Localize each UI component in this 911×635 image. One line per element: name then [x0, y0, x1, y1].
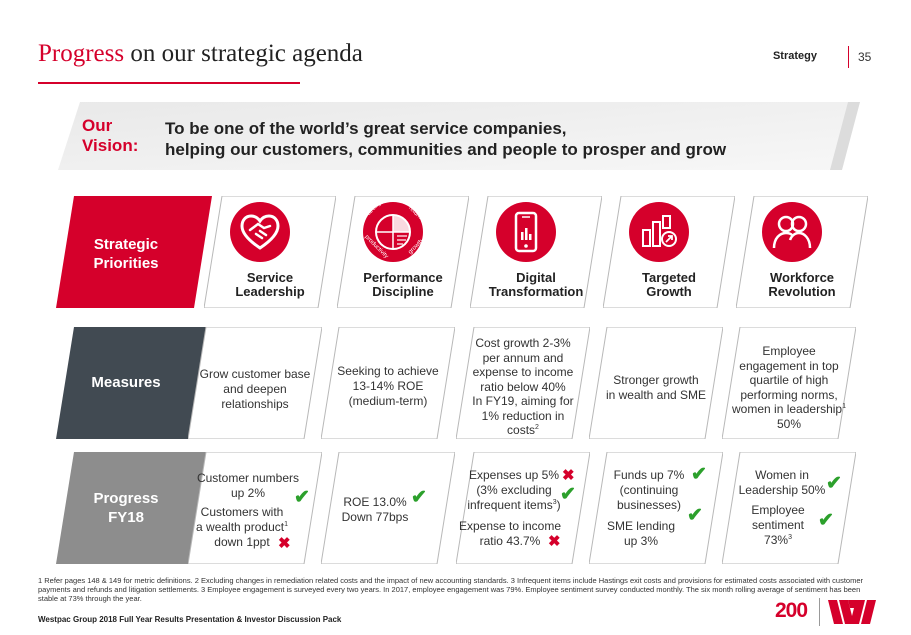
progress-label: Progress FY18 — [66, 489, 186, 527]
priority-card-performance: strength return productivity growth Perf… — [337, 196, 469, 308]
logo-separator — [819, 598, 820, 626]
westpac-logo-icon — [828, 600, 876, 624]
vision-banner: Our Vision: To be one of the world’s gre… — [58, 102, 860, 170]
page-separator — [848, 46, 849, 68]
measures-label-shape — [56, 327, 212, 439]
measure-text: Cost growth 2-3% per annum and expense t… — [472, 336, 574, 437]
tick-icon: ✔ — [826, 473, 842, 494]
smartphone-icon — [496, 202, 556, 262]
priorities-label: Strategic Priorities — [66, 235, 186, 273]
measure-text: Grow customer base and deepen relationsh… — [199, 367, 311, 411]
measure-card-performance: Seeking to achieve 13-14% ROE (medium-te… — [321, 327, 455, 439]
cross-icon: ✖ — [278, 535, 291, 552]
tick-icon: ✔ — [687, 505, 703, 526]
vision-banner-shape — [58, 102, 860, 170]
section-label: Strategy — [772, 50, 817, 62]
logo-200: 200 — [775, 599, 808, 622]
progress-label-line1: Progress — [93, 490, 159, 507]
priority-card-targeted: Targeted Growth — [603, 196, 735, 308]
cross-icon: ✖ — [548, 533, 561, 550]
progress-label-line2: FY18 — [108, 509, 144, 526]
measure-text: Employee engagement in top quartile of h… — [732, 344, 846, 431]
vision-statement-line2: helping our customers, communities and p… — [165, 140, 727, 159]
page-title: Progress on our strategic agenda — [38, 40, 363, 68]
priority-title: Targeted Growth — [642, 270, 696, 299]
measure-card-workforce: Employee engagement in top quartile of h… — [722, 327, 856, 439]
tick-icon: ✔ — [411, 487, 427, 508]
tick-icon: ✔ — [691, 464, 707, 485]
measure-card-digital: Cost growth 2-3% per annum and expense t… — [456, 327, 590, 439]
tick-icon: ✔ — [818, 510, 834, 531]
footnotes: 1 Refer pages 148 & 149 for metric defin… — [38, 576, 864, 603]
cross-icon: ✖ — [562, 467, 575, 484]
measure-card-service: Grow customer base and deepen relationsh… — [188, 327, 322, 439]
title-accent: Progress — [38, 40, 125, 67]
priority-title: Performance Discipline — [363, 270, 443, 299]
priority-title: Workforce Revolution — [768, 270, 836, 299]
title-underline — [38, 82, 300, 84]
tick-icon: ✔ — [294, 487, 310, 508]
vision-statement-line1: To be one of the world’s great service c… — [165, 119, 567, 138]
measure-text: Stronger growth in wealth and SME — [605, 373, 707, 402]
progress-label-shape — [56, 452, 212, 564]
bar-chart-growth-icon — [629, 202, 689, 262]
performance-wheel-icon — [363, 202, 423, 262]
footer-text: Westpac Group 2018 Full Year Results Pre… — [38, 615, 342, 624]
priorities-label-line2: Priorities — [93, 255, 159, 272]
priorities-label-shape — [56, 196, 212, 308]
handshake-heart-icon — [230, 202, 290, 262]
measure-card-targeted: Stronger growth in wealth and SME — [589, 327, 723, 439]
priority-card-workforce: Workforce Revolution — [736, 196, 868, 308]
measures-label: Measures — [91, 374, 161, 391]
vision-statement: To be one of the world’s great service c… — [165, 118, 726, 160]
vision-label: Our Vision: — [82, 116, 138, 156]
people-icon — [762, 202, 822, 262]
progress-card-performance: ROE 13.0% Down 77bps ✔ — [321, 452, 455, 564]
progress-card-digital: Expenses up 5% (3% excluding infrequent … — [456, 452, 590, 564]
priorities-label-line1: Strategic — [93, 236, 159, 253]
progress-card-targeted: Funds up 7% (continuing businesses) ✔ SM… — [589, 452, 723, 564]
priority-title: Service Leadership — [235, 270, 305, 299]
tick-icon: ✔ — [560, 484, 576, 505]
progress-card-service: Customer numbers up 2% ✔ Customers with … — [188, 452, 322, 564]
priority-card-service: Service Leadership — [204, 196, 336, 308]
vision-label-line1: Our — [82, 116, 113, 135]
progress-card-workforce: Women in Leadership 50% ✔ Employee senti… — [722, 452, 856, 564]
measure-text: Seeking to achieve 13-14% ROE (medium-te… — [337, 364, 439, 408]
vision-label-line2: Vision: — [82, 136, 139, 155]
page-number: 35 — [858, 50, 872, 64]
title-rest: on our strategic agenda — [124, 40, 363, 67]
priority-title: Digital Transformation — [488, 270, 584, 299]
priority-card-digital: Digital Transformation — [470, 196, 602, 308]
